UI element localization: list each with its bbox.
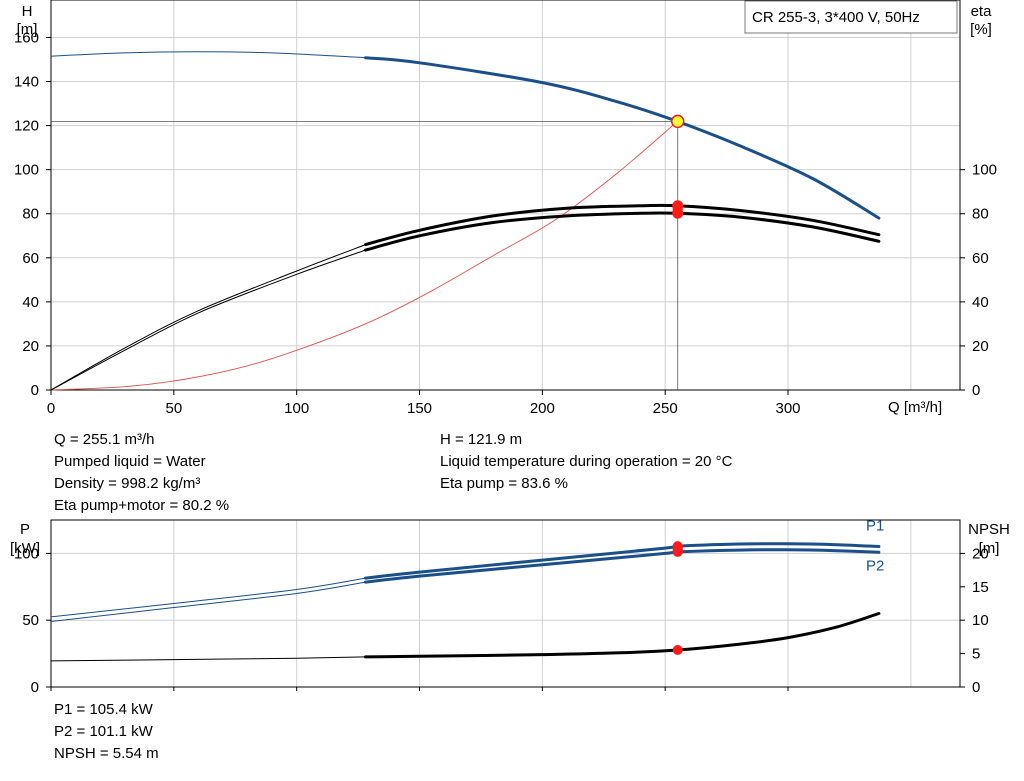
eta-pump-motor-curve-extended-line — [50, 249, 366, 391]
head-efficiency-chart: 0 50 100 150 200 250 300 0 20 40 60 80 100 120 140 160 0… — [14, 0, 997, 417]
y-left-tick-label-5: 100 — [14, 162, 39, 179]
power-npsh-chart: 0 50 100 0 5 10 15 20 P [kW] NPSH [m] P1 P2 — [10, 517, 1010, 696]
p2-curve-line — [364, 548, 881, 584]
y-left-tick-label-2: 100 — [14, 545, 39, 562]
y-left-tick-label-1: 20 — [22, 338, 39, 355]
y-right-tick-label-0: 0 — [972, 382, 980, 399]
y-right-axis-label: NPSH — [968, 521, 1010, 538]
plot-frame — [50, 519, 961, 688]
npsh-curve-extended-line — [50, 656, 366, 662]
y-right-tick-label-2: 40 — [972, 294, 989, 311]
pumped-liquid-readout: Pumped liquid = Water — [54, 453, 206, 470]
y-right-tick-label-3: 60 — [972, 250, 989, 267]
npsh-readout: NPSH = 5.54 m — [54, 745, 159, 762]
npsh-curve-line — [364, 612, 881, 659]
y-right-tick-label-3: 15 — [972, 579, 989, 596]
y-left-tick-label-7: 140 — [14, 74, 39, 91]
p1-curve-extended-line — [50, 577, 366, 618]
y-left-axis-unit: [m] — [17, 21, 38, 38]
y-left-axis-label: H — [22, 3, 33, 20]
x-tick-label-1: 50 — [165, 400, 182, 417]
p1-readout: P1 = 105.4 kW — [54, 701, 153, 718]
p1-series-label: P1 — [866, 517, 884, 534]
y-right-tick-label-1: 5 — [972, 646, 980, 663]
eta-pump-curve-line — [364, 203, 881, 247]
power-duty-marker-band — [672, 546, 683, 552]
x-tick-label-0: 0 — [47, 400, 55, 417]
y-left-tick-label-1: 50 — [22, 612, 39, 629]
x-tick-label-5: 250 — [653, 400, 678, 417]
y-right-tick-label-4: 20 — [972, 545, 989, 562]
y-left-tick-label-2: 40 — [22, 294, 39, 311]
y-right-tick-label-2: 10 — [972, 612, 989, 629]
x-tick-label-4: 200 — [530, 400, 555, 417]
y-left-tick-label-4: 80 — [22, 206, 39, 223]
eta-pump-curve-extended-line — [50, 244, 366, 391]
liquid-temperature-readout: Liquid temperature during operation = 20… — [440, 453, 733, 470]
y-right-tick-label-4: 80 — [972, 206, 989, 223]
y-right-tick-label-5: 100 — [972, 162, 997, 179]
y-right-tick-label-1: 20 — [972, 338, 989, 355]
y-right-tick-label-0: 0 — [972, 679, 980, 696]
head-curve-line — [364, 56, 881, 220]
chart-title: CR 255-3, 3*400 V, 50Hz — [752, 9, 920, 26]
plot-frame — [50, 0, 961, 391]
density-readout: Density = 998.2 kg/m³ — [54, 475, 201, 492]
y-left-axis-label: P — [20, 521, 30, 538]
x-axis-label: Q [m³/h] — [888, 399, 942, 416]
head-duty-marker — [670, 114, 685, 129]
eta-duty-marker-band — [672, 205, 683, 214]
y-right-axis-unit: [%] — [970, 21, 992, 38]
npsh-duty-marker — [672, 644, 683, 655]
p2-series-label: P2 — [866, 557, 884, 574]
y-left-axis-unit: [kW] — [10, 540, 40, 557]
y-left-tick-label-6: 120 — [14, 118, 39, 135]
title-box — [744, 0, 958, 34]
x-tick-label-2: 100 — [284, 400, 309, 417]
eta-pump-motor-curve-line — [364, 211, 881, 252]
head-curve-extended-line — [50, 51, 366, 59]
power-info: P1 = 105.4 kW P2 = 101.1 kW NPSH = 5.54 … — [54, 699, 159, 765]
head-readout: H = 121.9 m — [440, 431, 523, 448]
flow-readout: Q = 255.1 m³/h — [54, 431, 155, 448]
duty-info-right: H = 121.9 m Liquid temperature during op… — [440, 429, 732, 495]
eta-pump-motor-readout: Eta pump+motor = 80.2 % — [54, 497, 230, 514]
y-left-tick-label-0: 0 — [31, 679, 39, 696]
duty-info-left: Q = 255.1 m³/h Pumped liquid = Water Den… — [54, 429, 229, 517]
p2-curve-extended-line — [50, 581, 366, 622]
y-right-axis-unit: [m] — [979, 540, 1000, 557]
x-tick-label-6: 300 — [776, 400, 801, 417]
y-right-axis-label: eta — [971, 3, 993, 20]
y-left-tick-label-3: 60 — [22, 250, 39, 267]
y-left-tick-label-0: 0 — [31, 382, 39, 399]
y-left-tick-label-8: 160 — [14, 29, 39, 46]
system-curve-line — [50, 121, 678, 391]
x-tick-label-3: 150 — [407, 400, 432, 417]
eta-pump-readout: Eta pump = 83.6 % — [440, 475, 568, 492]
p2-readout: P2 = 101.1 kW — [54, 723, 153, 740]
